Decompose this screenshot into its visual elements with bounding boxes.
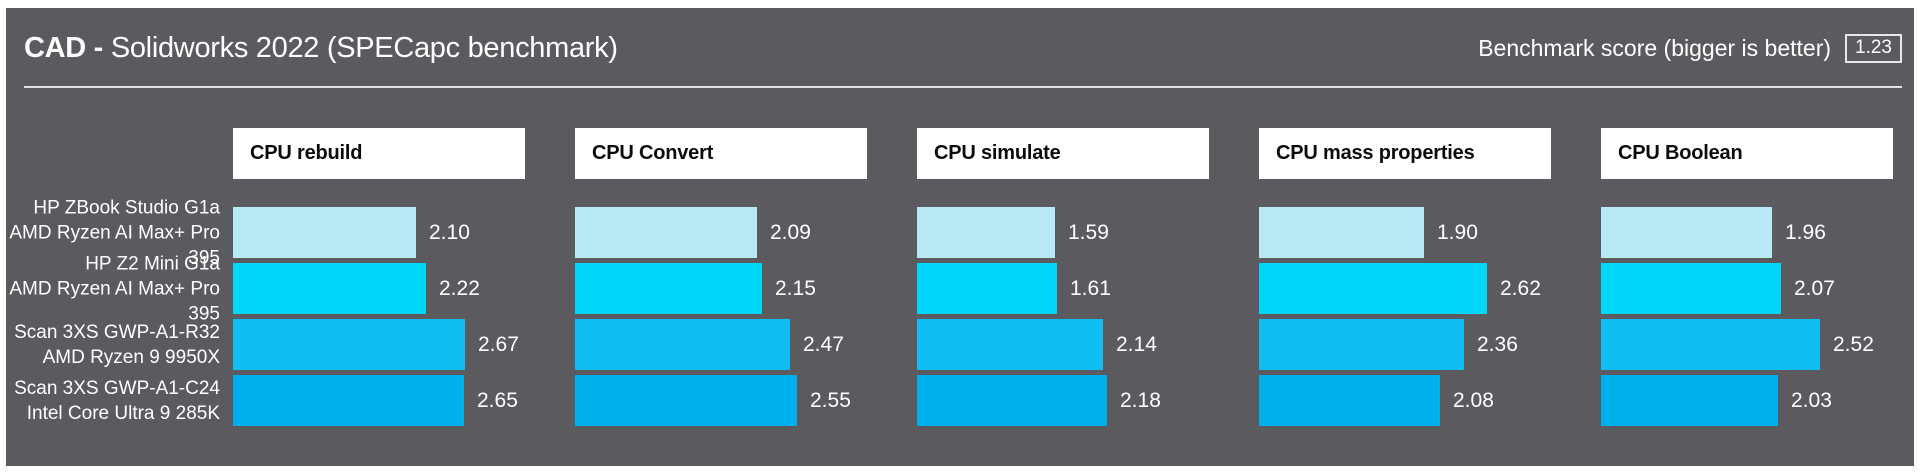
score-bar: [233, 263, 426, 314]
score-value: 1.61: [1070, 276, 1111, 300]
chart-panel: CAD - Solidworks 2022 (SPECapc benchmark…: [6, 8, 1914, 466]
system-name: Scan 3XS GWP-A1-C24: [14, 377, 220, 399]
system-name: HP ZBook Studio G1a: [33, 197, 220, 218]
score-value: 2.62: [1500, 276, 1541, 300]
score-bar: [917, 375, 1107, 426]
score-value: 2.09: [770, 220, 811, 244]
group-header-label: CPU Boolean: [1618, 142, 1743, 164]
score-value: 2.67: [478, 332, 519, 356]
score-bar: [1601, 207, 1772, 258]
system-label: HP Z2 Mini G1a AMD Ryzen AI Max+ Pro 395: [6, 251, 220, 326]
score-bar: [917, 263, 1057, 314]
score-bar: [917, 207, 1055, 258]
score-bar: [1259, 375, 1440, 426]
group-header-box: CPU mass properties: [1259, 128, 1551, 179]
system-cpu: AMD Ryzen 9 9950X: [42, 346, 220, 368]
score-value: 2.36: [1477, 332, 1518, 356]
page-title-subject: Solidworks 2022 (SPECapc benchmark): [110, 31, 618, 64]
system-label: Scan 3XS GWP-A1-C24 Intel Core Ultra 9 28…: [6, 376, 220, 426]
score-value: 2.55: [810, 388, 851, 412]
score-bar: [1259, 319, 1464, 370]
score-value: 2.18: [1120, 388, 1161, 412]
system-cpu: Intel Core Ultra 9 285K: [26, 402, 220, 424]
system-label: HP ZBook Studio G1a AMD Ryzen AI Max+ Pro…: [6, 195, 220, 270]
score-bar: [1259, 207, 1424, 258]
score-legend-badge: 1.23: [1845, 33, 1902, 63]
score-value: 2.65: [477, 388, 518, 412]
page-title: CAD - Solidworks 2022 (SPECapc benchmark…: [24, 32, 618, 65]
score-value: 2.15: [775, 276, 816, 300]
score-bar: [233, 207, 416, 258]
score-value: 2.08: [1453, 388, 1494, 412]
score-value: 2.47: [803, 332, 844, 356]
score-bar: [917, 319, 1103, 370]
system-cpu: AMD Ryzen AI Max+ Pro 395: [9, 222, 220, 268]
score-value: 2.03: [1791, 388, 1832, 412]
score-bar: [233, 375, 464, 426]
score-bar: [1259, 263, 1487, 314]
system-cpu: AMD Ryzen AI Max+ Pro 395: [9, 278, 220, 324]
score-legend: Benchmark score (bigger is better) 1.23: [1478, 33, 1902, 63]
group-header-label: CPU simulate: [934, 142, 1061, 164]
score-value: 1.59: [1068, 220, 1109, 244]
header-row: CAD - Solidworks 2022 (SPECapc benchmark…: [24, 22, 1902, 74]
score-bar: [1601, 319, 1820, 370]
page-title-category: CAD -: [24, 31, 111, 64]
system-label: Scan 3XS GWP-A1-R32 AMD Ryzen 9 9950X: [6, 320, 220, 370]
score-bar: [575, 207, 757, 258]
score-value: 2.52: [1833, 332, 1874, 356]
score-value: 2.22: [439, 276, 480, 300]
score-value: 2.10: [429, 220, 470, 244]
group-header-box: CPU simulate: [917, 128, 1209, 179]
score-value: 2.07: [1794, 276, 1835, 300]
score-bar: [575, 319, 790, 370]
group-header-box: CPU Boolean: [1601, 128, 1893, 179]
score-legend-text: Benchmark score (bigger is better): [1478, 34, 1832, 61]
group-header-label: CPU Convert: [592, 142, 714, 164]
score-bar: [1601, 375, 1778, 426]
header-divider: [24, 86, 1902, 88]
score-value: 1.96: [1785, 220, 1826, 244]
system-name: HP Z2 Mini G1a: [85, 253, 220, 274]
score-bar: [575, 263, 762, 314]
group-header-label: CPU mass properties: [1276, 142, 1475, 164]
group-header-box: CPU rebuild: [233, 128, 525, 179]
score-bar: [575, 375, 797, 426]
score-bar: [233, 319, 465, 370]
score-bar: [1601, 263, 1781, 314]
system-name: Scan 3XS GWP-A1-R32: [14, 321, 220, 343]
score-value: 2.14: [1116, 332, 1157, 356]
group-header-box: CPU Convert: [575, 128, 867, 179]
group-header-label: CPU rebuild: [250, 142, 363, 164]
score-value: 1.90: [1437, 220, 1478, 244]
